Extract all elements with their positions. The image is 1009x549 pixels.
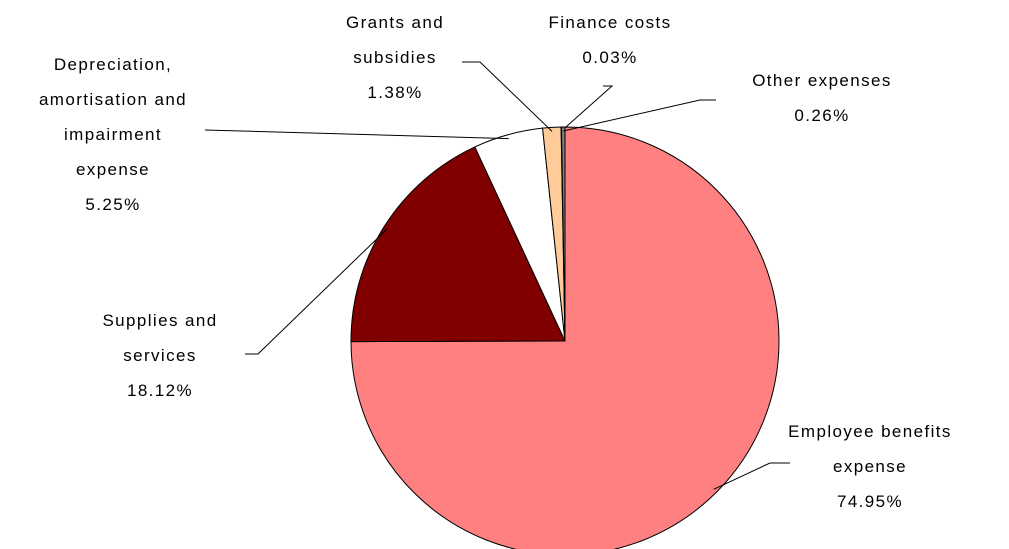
value-label: 74.95% [836, 492, 904, 511]
category-label: Employee benefits expense [788, 422, 952, 476]
leader-line [245, 227, 389, 355]
leader-line [462, 61, 553, 132]
value-label: 0.03% [582, 48, 638, 67]
slice-label: Supplies and services 18.12% [102, 303, 217, 408]
slice-label: Finance costs 0.03% [548, 5, 671, 75]
category-label: Grants and subsidies [345, 13, 445, 67]
category-label: Depreciation, amortisation and impairmen… [38, 55, 188, 179]
slice-label: Grants and subsidies 1.38% [346, 5, 444, 110]
pie-slice [350, 126, 780, 549]
category-label: Other expenses [752, 71, 892, 90]
value-label: 1.38% [367, 83, 423, 102]
leader-line [561, 85, 614, 132]
leader-line [204, 129, 510, 140]
category-label: Supplies and services [102, 311, 218, 365]
slice-label: Depreciation, amortisation and impairmen… [39, 47, 187, 222]
leader-line [563, 99, 716, 132]
value-label: 0.26% [794, 106, 850, 125]
slice-label: Other expenses 0.26% [752, 63, 892, 133]
category-label: Finance costs [548, 13, 672, 32]
leader-line [713, 462, 790, 490]
pie-slice [560, 126, 566, 342]
pie-slice [350, 146, 566, 343]
value-label: 5.25% [85, 195, 141, 214]
slice-label: Employee benefits expense 74.95% [788, 414, 952, 519]
value-label: 18.12% [126, 381, 194, 400]
